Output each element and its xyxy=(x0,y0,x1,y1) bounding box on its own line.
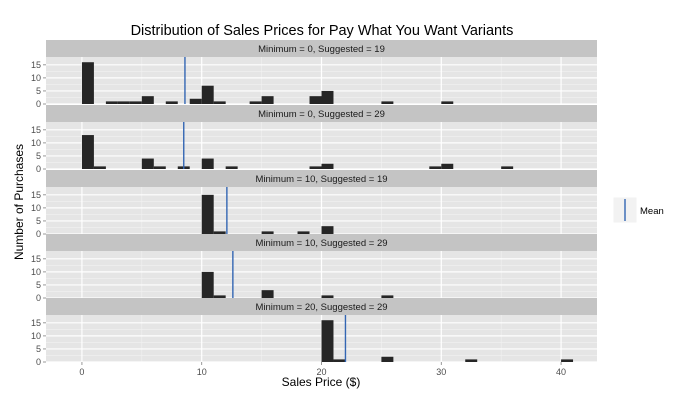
facet-strip-label: Minimum = 0, Suggested = 19 xyxy=(258,44,385,55)
histogram-bar xyxy=(441,101,454,104)
histogram-bar xyxy=(93,166,106,169)
histogram-bar xyxy=(429,166,442,169)
histogram-bar xyxy=(261,290,274,298)
histogram-bar xyxy=(201,271,214,298)
histogram-bar xyxy=(309,166,322,169)
facet-strip-label: Minimum = 10, Suggested = 29 xyxy=(255,238,387,249)
facet-strip xyxy=(46,105,597,122)
legend: Mean xyxy=(612,196,664,224)
histogram-bar xyxy=(81,135,94,169)
facet-strip xyxy=(46,40,597,57)
x-tick-label: 0 xyxy=(79,367,84,377)
histogram-bar xyxy=(81,62,94,104)
y-tick-label: 5 xyxy=(36,344,41,354)
histogram-bar xyxy=(201,194,214,234)
histogram-bar xyxy=(501,166,514,169)
histogram-bar xyxy=(321,295,334,298)
facet-strip xyxy=(46,170,597,187)
y-tick-label: 5 xyxy=(36,280,41,290)
y-tick-label: 15 xyxy=(31,190,41,200)
y-tick-label: 15 xyxy=(31,125,41,135)
histogram-bar xyxy=(213,101,226,104)
facet-panel: Minimum = 0, Suggested = 29 0 5 10 15 xyxy=(31,105,597,174)
histogram-bar xyxy=(381,295,394,298)
histogram-bar xyxy=(141,158,154,169)
x-tick-label: 10 xyxy=(197,367,207,377)
histogram-bar xyxy=(333,359,346,362)
facet-panels: Minimum = 0, Suggested = 19051015Minimum… xyxy=(31,40,597,367)
histogram-bar xyxy=(213,231,226,234)
y-tick-label: 15 xyxy=(31,254,41,264)
y-tick-label: 15 xyxy=(31,318,41,328)
y-tick-label: 5 xyxy=(36,216,41,226)
chart-title: Distribution of Sales Prices for Pay Wha… xyxy=(131,23,514,39)
y-tick-label: 10 xyxy=(31,203,41,213)
x-tick-label: 20 xyxy=(316,367,326,377)
x-axis-title: Sales Price ($) xyxy=(282,375,361,389)
histogram-bar xyxy=(441,163,454,169)
facet-strip xyxy=(46,234,597,251)
facet-strip-label: Minimum = 10, Suggested = 19 xyxy=(255,174,387,185)
facet-strip-label: Minimum = 0, Suggested = 29 xyxy=(258,109,385,120)
histogram-bar xyxy=(201,85,214,104)
histogram-bar xyxy=(201,158,214,169)
facet-panel: Minimum = 10, Suggested = 19 0 5 10 15 xyxy=(31,170,597,239)
facet-panel: Minimum = 0, Suggested = 19 0 5 10 15 xyxy=(31,40,597,109)
y-tick-label: 10 xyxy=(31,331,41,341)
facet-strip xyxy=(46,298,597,315)
y-tick-label: 5 xyxy=(36,86,41,96)
histogram-bar xyxy=(225,166,238,169)
histogram-bar xyxy=(465,359,478,362)
facet-panel: Minimum = 20, Suggested = 29 0 5 10 15 xyxy=(31,298,597,367)
histogram-bar xyxy=(153,166,166,169)
histogram-bar xyxy=(189,98,202,104)
histogram-bar xyxy=(381,101,394,104)
y-tick-label: 0 xyxy=(36,99,41,109)
y-axis-title: Number of Purchases xyxy=(12,144,26,260)
histogram-bar xyxy=(141,96,154,104)
histogram-bar xyxy=(309,96,322,104)
histogram-bar xyxy=(321,90,334,104)
histogram-bar xyxy=(321,226,334,234)
histogram-bar xyxy=(105,101,118,104)
y-tick-label: 10 xyxy=(31,138,41,148)
y-tick-label: 15 xyxy=(31,60,41,70)
y-tick-label: 5 xyxy=(36,151,41,161)
histogram-bar xyxy=(261,231,274,234)
histogram-bar xyxy=(165,101,178,104)
histogram-bar xyxy=(561,359,574,362)
x-axis: 0 10 20 30 40 xyxy=(79,362,566,377)
x-tick-label: 40 xyxy=(556,367,566,377)
x-tick-label: 30 xyxy=(436,367,446,377)
histogram-bar xyxy=(321,163,334,169)
histogram-bar xyxy=(129,101,142,104)
histogram-bar xyxy=(249,101,262,104)
y-tick-label: 0 xyxy=(36,357,41,367)
histogram-bar xyxy=(213,295,226,298)
y-tick-label: 10 xyxy=(31,73,41,83)
histogram-bar xyxy=(261,96,274,104)
facet-strip-label: Minimum = 20, Suggested = 29 xyxy=(255,302,387,313)
histogram-bar xyxy=(117,101,130,104)
y-tick-label: 0 xyxy=(36,164,41,174)
y-tick-label: 10 xyxy=(31,267,41,277)
y-tick-label: 0 xyxy=(36,229,41,239)
histogram-bar xyxy=(381,356,394,362)
histogram-bar xyxy=(321,320,334,362)
y-tick-label: 0 xyxy=(36,293,41,303)
legend-label: Mean xyxy=(640,206,664,217)
histogram-bar xyxy=(297,231,310,234)
facet-panel: Minimum = 10, Suggested = 29 0 5 10 15 xyxy=(31,234,597,303)
